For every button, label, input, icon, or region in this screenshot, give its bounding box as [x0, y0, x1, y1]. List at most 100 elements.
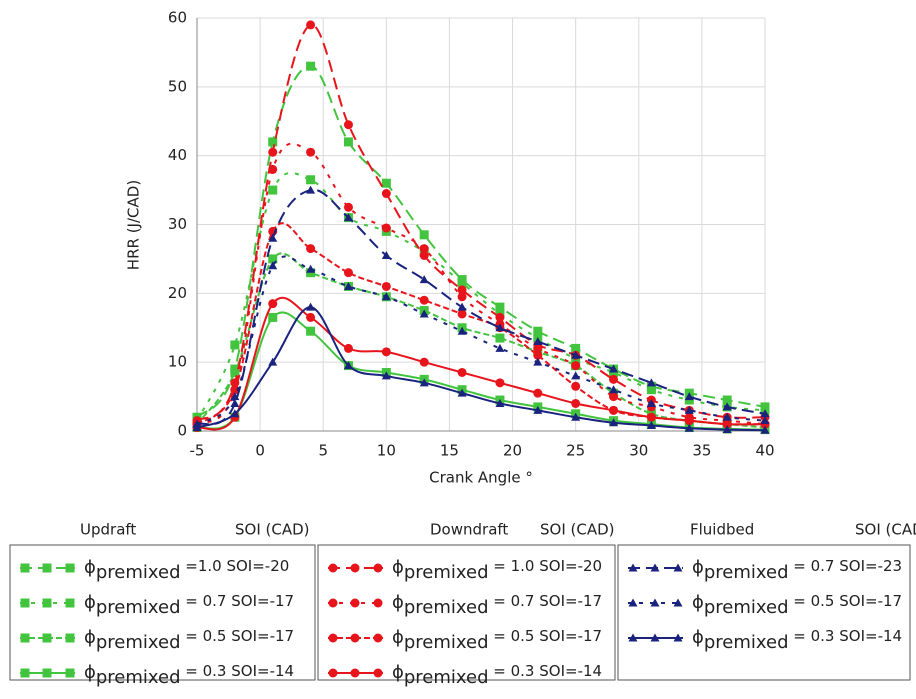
y-tick-label: 20 — [168, 284, 187, 302]
marker — [373, 633, 383, 643]
marker — [419, 295, 429, 305]
marker — [306, 326, 316, 336]
marker — [571, 350, 581, 359]
marker — [628, 633, 638, 642]
series-line — [196, 311, 766, 431]
legend-label: ϕpremixed = 0.5 SOI=-17 — [692, 592, 902, 619]
marker — [42, 563, 52, 573]
marker — [230, 385, 240, 395]
legend-label: ϕpremixed = 0.3 SOI=-14 — [84, 662, 294, 689]
marker — [381, 250, 391, 259]
marker — [350, 598, 360, 608]
marker — [328, 598, 338, 608]
marker — [42, 598, 52, 608]
marker — [65, 598, 75, 608]
marker — [609, 374, 619, 384]
marker — [609, 364, 619, 373]
marker — [343, 268, 353, 278]
legend-group-subtitle: SOI (CAD) — [855, 521, 916, 539]
legend-group-title: Updraft — [80, 521, 136, 539]
marker — [268, 147, 278, 157]
marker — [495, 302, 505, 312]
y-tick-label: 30 — [168, 215, 187, 233]
marker — [533, 350, 543, 360]
marker — [722, 395, 732, 405]
marker — [268, 254, 278, 264]
marker — [381, 292, 391, 301]
marker — [268, 261, 278, 270]
marker — [381, 281, 391, 291]
y-tick-label: 40 — [168, 146, 187, 164]
marker — [646, 385, 656, 395]
marker — [230, 340, 240, 350]
marker — [42, 668, 52, 678]
marker — [268, 164, 278, 174]
legend-box — [9, 544, 316, 681]
series-line — [196, 65, 766, 418]
x-tick-label: 10 — [377, 442, 396, 460]
marker — [343, 202, 353, 212]
marker — [328, 633, 338, 643]
legend-group-subtitle: SOI (CAD) — [540, 521, 615, 539]
x-tick-label: 5 — [318, 442, 328, 460]
marker — [646, 398, 656, 407]
y-axis-label: HRR (J/CAD) — [125, 180, 143, 270]
marker — [328, 563, 338, 573]
marker — [650, 598, 660, 607]
marker — [571, 343, 581, 353]
marker — [306, 302, 316, 311]
legend-group-subtitle: SOI (CAD) — [235, 521, 310, 539]
marker — [495, 312, 505, 322]
marker — [419, 250, 429, 260]
marker — [722, 412, 732, 421]
marker — [722, 419, 732, 429]
marker — [457, 285, 467, 295]
legend-label: ϕpremixed = 0.7 SOI=-17 — [392, 592, 602, 619]
marker — [306, 312, 316, 322]
marker — [722, 425, 732, 434]
marker — [343, 361, 353, 370]
x-tick-label: 30 — [629, 442, 648, 460]
x-axis-label: Crank Angle ° — [429, 469, 533, 487]
x-tick-label: -5 — [190, 442, 205, 460]
marker — [673, 633, 683, 642]
marker — [457, 388, 467, 397]
marker — [343, 213, 353, 222]
marker — [495, 343, 505, 352]
marker — [381, 178, 391, 188]
marker — [373, 563, 383, 573]
marker — [684, 423, 694, 432]
marker — [646, 378, 656, 387]
legend-label: ϕpremixed = 0.7 SOI=-17 — [84, 592, 294, 619]
marker — [306, 147, 316, 157]
marker — [65, 668, 75, 678]
marker — [533, 388, 543, 398]
marker — [609, 385, 619, 394]
marker — [571, 398, 581, 408]
marker — [673, 598, 683, 607]
marker — [343, 343, 353, 353]
marker — [328, 668, 338, 678]
y-tick-label: 0 — [177, 422, 187, 440]
legend-group-title: Downdraft — [430, 521, 508, 539]
marker — [268, 357, 278, 366]
legend-box — [317, 544, 616, 681]
marker — [381, 371, 391, 380]
marker — [192, 423, 202, 432]
marker — [609, 405, 619, 415]
marker — [419, 230, 429, 240]
marker — [373, 668, 383, 678]
marker — [457, 326, 467, 335]
marker — [373, 598, 383, 608]
series-line — [196, 306, 766, 432]
marker — [65, 563, 75, 573]
marker — [457, 278, 467, 288]
marker — [65, 633, 75, 643]
marker — [760, 409, 770, 418]
y-tick-label: 60 — [168, 9, 187, 27]
marker — [457, 309, 467, 319]
marker — [646, 412, 656, 422]
marker — [760, 416, 770, 425]
marker — [571, 381, 581, 391]
y-tick-label: 50 — [168, 77, 187, 95]
